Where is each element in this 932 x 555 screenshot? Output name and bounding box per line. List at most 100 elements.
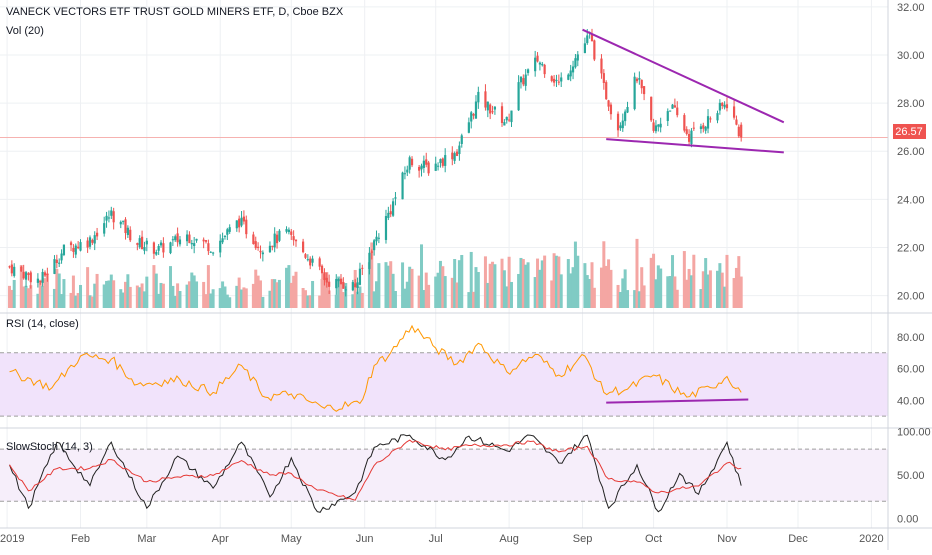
candle-body <box>520 77 522 83</box>
candle-body <box>285 229 287 232</box>
candle-body <box>375 237 377 241</box>
candle-body <box>340 279 342 284</box>
candle-body <box>177 233 179 242</box>
price-tick-label: 22.00 <box>897 242 925 254</box>
candle-body <box>641 80 643 88</box>
stoch-band <box>0 449 888 501</box>
candle-body <box>335 279 337 288</box>
candle-body <box>669 111 671 112</box>
candle-body <box>584 43 586 53</box>
candle-body <box>30 272 32 282</box>
candle-body <box>586 35 588 43</box>
candle-body <box>473 114 475 116</box>
candle-body <box>361 268 363 269</box>
candle-body <box>525 75 527 86</box>
candle-body <box>726 104 728 108</box>
candle-body <box>593 40 595 59</box>
candle-body <box>345 289 347 290</box>
candle-body <box>255 241 257 248</box>
rsi-tick-label: 40.00 <box>897 395 925 407</box>
volume-bar <box>13 280 16 308</box>
candle-body <box>238 219 240 228</box>
candle-body <box>354 283 356 287</box>
candle-body <box>56 260 58 263</box>
candle-body <box>27 273 29 275</box>
candle-body <box>688 134 690 142</box>
candle-body <box>158 246 160 251</box>
candle-body <box>179 240 181 245</box>
x-tick-label: Nov <box>717 533 737 545</box>
x-tick-label: Sep <box>573 533 593 545</box>
candle-body <box>39 281 41 282</box>
candle-body <box>456 152 458 156</box>
candle-body <box>425 159 427 164</box>
candle-body <box>311 259 313 263</box>
candle-body <box>356 282 358 288</box>
candle-body <box>338 279 340 281</box>
candle-body <box>108 217 110 218</box>
candle-body <box>13 267 15 276</box>
candle-body <box>89 237 91 246</box>
volume-bar <box>178 291 181 308</box>
price-trendline <box>606 139 784 152</box>
candle-body <box>390 211 392 214</box>
candle-body <box>420 166 422 170</box>
candle-body <box>411 159 413 165</box>
x-tick-label: Dec <box>788 533 808 545</box>
candle-body <box>371 251 373 252</box>
candle-body <box>560 77 562 81</box>
candle-body <box>203 240 205 242</box>
x-tick-label: Feb <box>71 533 90 545</box>
chart-title: VANECK VECTORS ETF TRUST GOLD MINERS ETF… <box>6 6 344 18</box>
volume-bar <box>427 285 430 308</box>
x-tick-label: Jun <box>356 533 374 545</box>
candle-body <box>572 66 574 72</box>
candle-body <box>205 240 207 242</box>
stoch-tick-label: 50.00 <box>897 470 925 482</box>
candle-body <box>733 106 735 117</box>
candle-body <box>686 129 688 134</box>
candle-body <box>169 242 171 253</box>
candle-body <box>683 115 685 131</box>
price-tick-label: 28.00 <box>897 98 925 110</box>
candle-body <box>541 64 543 65</box>
candle-body <box>342 282 344 289</box>
candle-body <box>60 254 62 261</box>
candle-body <box>139 238 141 247</box>
candle-body <box>240 218 242 226</box>
candle-body <box>671 105 673 109</box>
price-tick-label: 24.00 <box>897 194 925 206</box>
candle-body <box>707 116 709 128</box>
candle-body <box>53 259 55 274</box>
x-tick-label: May <box>281 533 302 545</box>
volume-bar <box>725 255 728 308</box>
candle-body <box>8 266 10 267</box>
candle-body <box>23 272 25 279</box>
candle-body <box>394 197 396 198</box>
volume-bar <box>96 274 99 308</box>
candle-body <box>91 240 93 243</box>
candle-body <box>439 159 441 163</box>
candle-body <box>252 234 254 244</box>
candle-body <box>719 103 721 111</box>
candle-body <box>508 120 510 121</box>
candle-body <box>539 63 541 65</box>
candle-body <box>600 59 602 74</box>
candle-body <box>709 118 711 119</box>
price-tick-label: 20.00 <box>897 291 925 303</box>
candle-body <box>716 113 718 120</box>
candle-body <box>652 122 654 130</box>
stoch-tick-label: 100.00 <box>897 427 931 439</box>
candle-body <box>195 239 197 241</box>
candle-body <box>328 282 330 287</box>
volume-bar <box>311 281 314 308</box>
candle-body <box>224 236 226 237</box>
volume-bar <box>692 255 695 308</box>
price-tick-label: 26.00 <box>897 146 925 158</box>
candle-body <box>491 111 493 112</box>
candle-body <box>221 238 223 242</box>
candle-body <box>442 158 444 165</box>
candle-body <box>174 236 176 240</box>
rsi-legend: RSI (14, close) <box>6 318 79 330</box>
candle-body <box>536 56 538 62</box>
